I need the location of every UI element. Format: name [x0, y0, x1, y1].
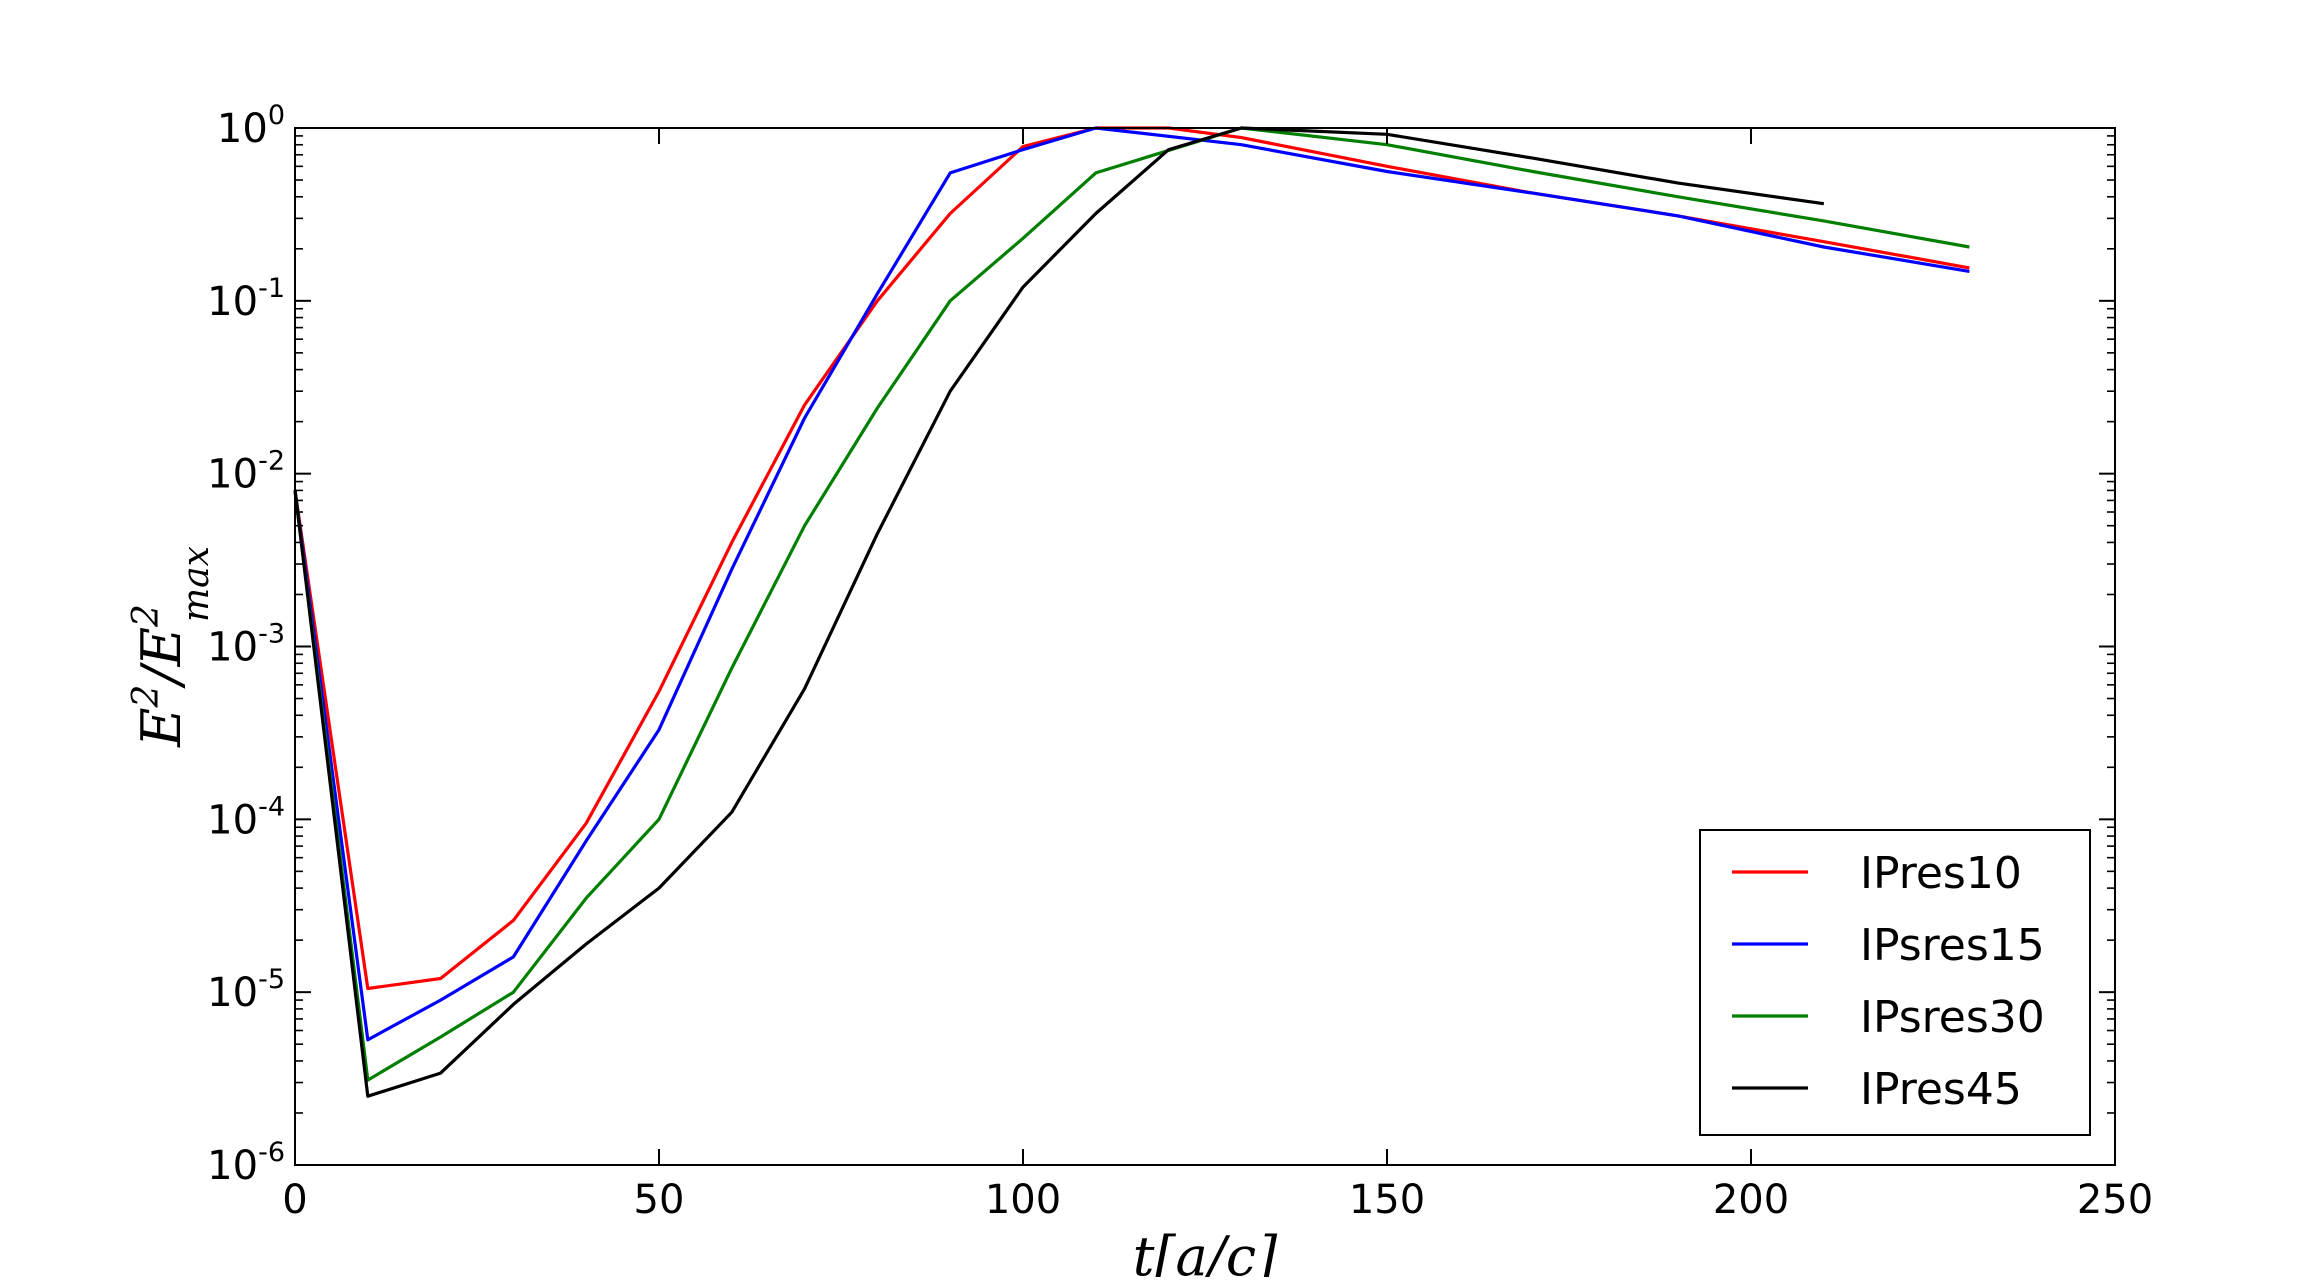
y-tick-label: 10-4 [207, 791, 285, 843]
series-line-IPsres15 [293, 126, 1970, 1042]
x-axis-title: t[a/c] [1133, 1225, 1278, 1277]
legend-box [1699, 829, 2091, 1136]
x-tick-label: 50 [634, 1177, 685, 1223]
series-line-IPres45 [293, 126, 1825, 1098]
x-tick-label: 150 [1349, 1177, 1425, 1223]
legend: IPres10 IPsres15 IPsres30 IPres45 [1699, 829, 2091, 1136]
axis-titles: t[a/c] E2/E2 max [126, 546, 1278, 1282]
y-tick-label: 10-1 [207, 273, 285, 325]
tick-labels: 0 50 100 150 200 250 10-6 10-5 10-4 10-3 10-2 10-1 1… [207, 100, 2153, 1223]
y-tick-label: 10-5 [207, 964, 285, 1016]
series-line-IPsres30 [293, 126, 1970, 1082]
y-tick-label: 10-6 [207, 1137, 285, 1189]
x-tick-label: 200 [1713, 1177, 1789, 1223]
legend-label-IPsres30: IPsres30 [1860, 992, 2045, 1043]
x-tick-label: 250 [2077, 1177, 2153, 1223]
series-layer [293, 126, 1970, 1098]
tick-marks [294, 127, 2116, 1166]
y-tick-label: 10-2 [207, 446, 285, 498]
y-tick-label: 10-3 [207, 619, 285, 671]
legend-label-IPsres15: IPsres15 [1860, 920, 2045, 971]
x-tick-label: 0 [282, 1177, 307, 1223]
y-tick-label: 100 [217, 100, 285, 152]
legend-label-IPres10: IPres10 [1860, 848, 2022, 899]
x-tick-label: 100 [985, 1177, 1061, 1223]
y-axis-title: E2/E2 max [126, 546, 217, 748]
legend-label-IPres45: IPres45 [1860, 1064, 2022, 1115]
